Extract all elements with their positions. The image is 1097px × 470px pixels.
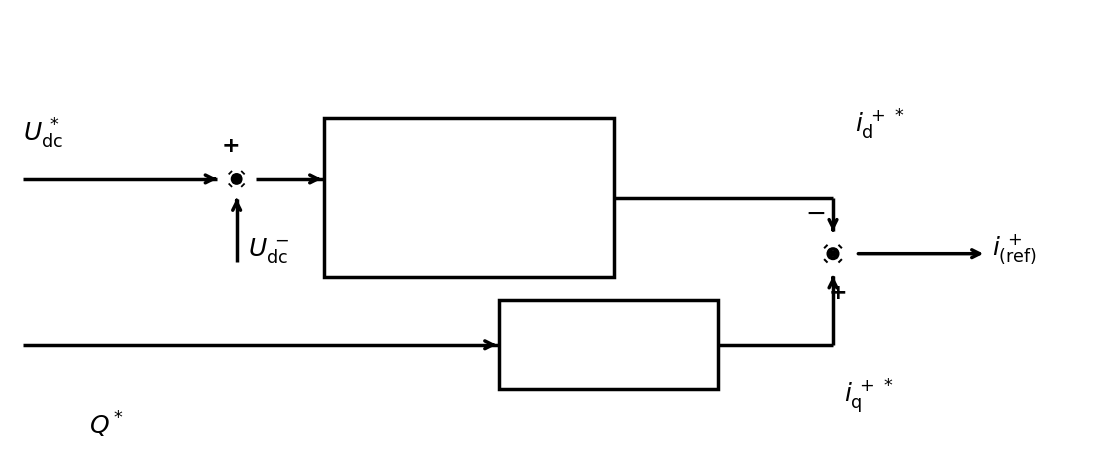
- Text: $i_{\rm d}^{\,+\,*}$: $i_{\rm d}^{\,+\,*}$: [855, 107, 905, 141]
- Text: $K_{\rm vp}+\dfrac{K_{\rm vp}}{s}$: $K_{\rm vp}+\dfrac{K_{\rm vp}}{s}$: [397, 162, 495, 208]
- Text: $U_{\rm dc}^{\,*}$: $U_{\rm dc}^{\,*}$: [23, 117, 64, 151]
- Text: $Q^*$: $Q^*$: [89, 410, 124, 440]
- Text: $K_{\rm vp}$: $K_{\rm vp}$: [486, 137, 522, 168]
- Text: +: +: [828, 283, 847, 303]
- Text: $i_{\rm q}^{\,+\,*}$: $i_{\rm q}^{\,+\,*}$: [844, 377, 894, 416]
- Text: +: +: [222, 136, 240, 157]
- Bar: [499, 300, 719, 389]
- Bar: [325, 118, 614, 277]
- Text: $1/U_{\rm sd}^{\,+}$: $1/U_{\rm sd}^{\,+}$: [579, 330, 637, 360]
- Text: $U_{\rm dc}^{\,-}$: $U_{\rm dc}^{\,-}$: [248, 236, 289, 265]
- Text: $i_{\rm (ref)}^{\,+}$: $i_{\rm (ref)}^{\,+}$: [992, 233, 1037, 266]
- Text: $-$: $-$: [805, 201, 825, 225]
